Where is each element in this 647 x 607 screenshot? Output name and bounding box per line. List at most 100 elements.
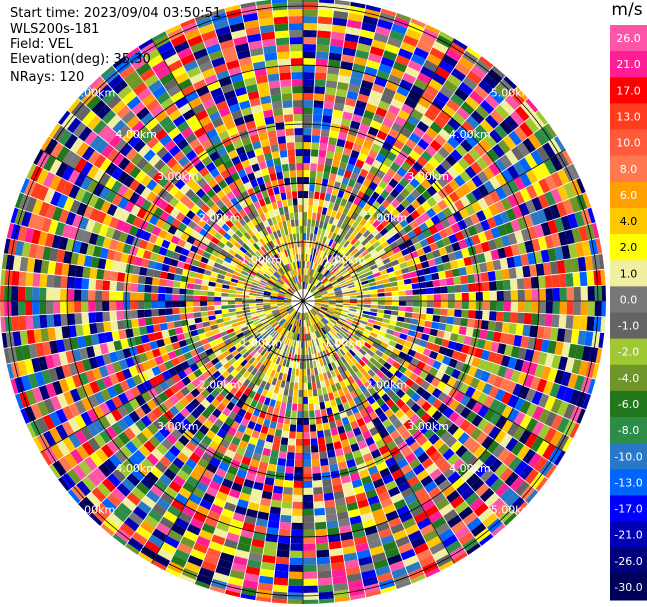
velocity-gate: [388, 365, 398, 375]
velocity-gate: [246, 381, 255, 391]
velocity-gate: [420, 412, 432, 424]
velocity-gate: [436, 329, 445, 339]
velocity-gate: [300, 312, 302, 320]
velocity-gate: [289, 543, 303, 551]
velocity-gate: [25, 196, 37, 213]
velocity-gate: [312, 473, 322, 481]
velocity-gate: [461, 301, 469, 310]
velocity-gate: [117, 463, 132, 478]
velocity-gate: [454, 342, 464, 353]
velocity-gate: [440, 430, 453, 444]
velocity-gate: [441, 418, 454, 431]
velocity-gate: [286, 279, 292, 287]
velocity-gate: [316, 264, 322, 272]
velocity-gate: [344, 320, 353, 326]
velocity-gate: [503, 344, 514, 357]
velocity-gate: [307, 275, 312, 283]
velocity-gate: [232, 325, 241, 332]
velocity-gate: [519, 414, 532, 430]
velocity-gate: [513, 190, 525, 206]
velocity-gate: [187, 34, 204, 48]
velocity-gate: [359, 367, 368, 376]
velocity-gate: [263, 290, 272, 295]
velocity-gate: [260, 167, 270, 177]
velocity-gate: [258, 160, 268, 170]
velocity-gate: [489, 176, 502, 190]
velocity-gate: [317, 329, 323, 337]
velocity-gate: [179, 307, 187, 314]
velocity-gate: [204, 74, 219, 86]
velocity-gate: [266, 326, 274, 333]
velocity-gate: [306, 333, 310, 341]
velocity-gate: [201, 155, 213, 167]
velocity-gate: [408, 132, 422, 145]
velocity-gate: [364, 436, 376, 447]
velocity-gate: [498, 507, 515, 524]
velocity-gate: [248, 325, 257, 332]
velocity-gate: [384, 110, 398, 122]
velocity-gate: [351, 381, 360, 391]
velocity-gate: [128, 178, 141, 192]
velocity-gate: [565, 272, 574, 288]
velocity-gate: [267, 427, 276, 436]
velocity-gate: [364, 155, 376, 166]
velocity-gate: [131, 531, 148, 546]
velocity-gate: [251, 54, 265, 64]
velocity-gate: [168, 265, 177, 274]
velocity-gate: [92, 344, 103, 357]
velocity-gate: [225, 219, 235, 229]
velocity-gate: [256, 3, 273, 13]
velocity-gate: [183, 59, 199, 73]
velocity-gate: [329, 277, 337, 284]
velocity-gate: [54, 365, 66, 381]
velocity-gate: [301, 326, 303, 334]
velocity-gate: [411, 282, 420, 290]
velocity-gate: [12, 255, 22, 272]
velocity-gate: [92, 245, 103, 258]
velocity-gate: [479, 487, 495, 503]
velocity-gate: [354, 455, 365, 466]
velocity-gate: [334, 334, 342, 342]
velocity-gate: [56, 440, 70, 457]
velocity-gate: [290, 339, 295, 347]
velocity-gate: [273, 577, 289, 586]
velocity-gate: [80, 426, 94, 441]
velocity-gate: [284, 294, 292, 298]
velocity-gate: [299, 282, 302, 290]
velocity-gate: [330, 427, 339, 436]
velocity-gate: [253, 67, 268, 78]
velocity-gate: [416, 40, 433, 54]
velocity-gate: [243, 143, 254, 153]
velocity-gate: [74, 414, 87, 430]
velocity-gate: [311, 128, 322, 136]
velocity-gate: [269, 329, 277, 336]
velocity-gate: [567, 372, 579, 390]
velocity-gate: [349, 172, 360, 182]
velocity-gate: [434, 370, 445, 381]
velocity-gate: [434, 221, 445, 232]
velocity-gate: [31, 229, 42, 245]
velocity-gate: [354, 314, 362, 320]
velocity-gate: [227, 576, 244, 587]
velocity-gate: [193, 446, 205, 458]
velocity-gate: [212, 370, 222, 380]
velocity-gate: [277, 298, 285, 301]
velocity-gate: [377, 308, 385, 314]
velocity-gate: [322, 342, 328, 351]
velocity-gate: [291, 277, 296, 285]
velocity-gate: [167, 462, 181, 475]
velocity-gate: [369, 248, 378, 257]
velocity-gate: [499, 378, 511, 392]
velocity-gate: [387, 128, 400, 140]
velocity-gate: [303, 58, 316, 66]
velocity-gate: [375, 349, 384, 358]
velocity-gate: [218, 461, 230, 472]
velocity-gate: [152, 171, 165, 184]
velocity-gate: [186, 301, 194, 308]
velocity-gate: [370, 448, 382, 460]
velocity-gate: [158, 301, 166, 309]
velocity-gate: [453, 415, 466, 428]
velocity-gate: [20, 374, 32, 392]
velocity-gate: [165, 307, 173, 316]
velocity-gate: [470, 64, 487, 80]
